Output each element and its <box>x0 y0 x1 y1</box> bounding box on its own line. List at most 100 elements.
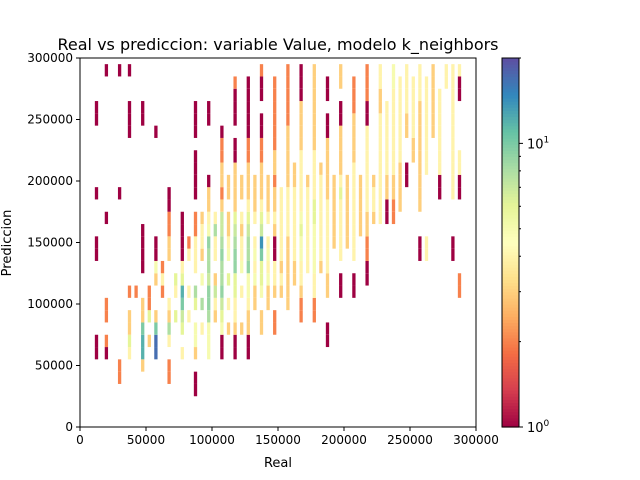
heatmap-cell <box>352 88 356 102</box>
heatmap-cell <box>94 101 99 114</box>
heatmap-cell <box>286 211 290 225</box>
heatmap-cell <box>438 187 442 200</box>
heatmap-cell <box>339 199 343 212</box>
heatmap-cell <box>286 150 290 163</box>
heatmap-cell <box>273 322 277 335</box>
heatmap-cell <box>352 199 356 212</box>
heatmap-cell <box>312 297 316 311</box>
colorbar-segment <box>502 294 519 299</box>
colorbar-segment <box>502 353 519 357</box>
heatmap-cell <box>220 297 224 311</box>
colorbar-segment <box>502 340 519 345</box>
heatmap-cell <box>438 137 442 151</box>
colorbar-segment <box>502 390 519 394</box>
heatmap-cell <box>457 150 462 163</box>
heatmap-cell <box>141 224 145 237</box>
heatmap-cell <box>141 322 145 335</box>
heatmap-cell <box>180 248 184 261</box>
y-tick-label: 300000 <box>27 51 73 65</box>
heatmap-cell <box>418 125 422 138</box>
heatmap-cell <box>286 199 290 212</box>
heatmap-cell <box>352 273 356 286</box>
colorbar-segment <box>502 119 519 124</box>
heatmap-cell <box>312 236 316 249</box>
heatmap-cell <box>94 187 99 200</box>
heatmap-cell <box>352 236 356 249</box>
heatmap-cell <box>378 137 382 151</box>
heatmap-cell <box>339 125 343 138</box>
heatmap-cell <box>319 199 323 212</box>
heatmap-cell <box>233 224 237 237</box>
heatmap-cell <box>220 285 224 298</box>
heatmap-cell <box>193 101 198 114</box>
heatmap-cell <box>147 310 151 323</box>
heatmap-cell <box>325 236 330 249</box>
heatmap-cell <box>226 297 231 311</box>
heatmap-cell <box>233 285 237 298</box>
colorbar-segment <box>502 230 519 234</box>
heatmap-cell <box>299 273 303 286</box>
heatmap-cells <box>94 64 462 397</box>
colorbar-segment <box>502 97 519 102</box>
heatmap-cell <box>312 101 316 114</box>
colorbar-segment <box>502 177 519 182</box>
heatmap-cell <box>141 334 145 348</box>
heatmap-cell <box>180 211 184 225</box>
heatmap-cell <box>286 260 290 274</box>
heatmap-cell <box>306 236 310 249</box>
heatmap-cell <box>286 76 290 89</box>
heatmap-cell <box>117 187 122 200</box>
heatmap-cell <box>391 137 396 151</box>
heatmap-cell <box>378 211 382 225</box>
heatmap-cell <box>220 236 224 249</box>
heatmap-cell <box>424 76 429 89</box>
colorbar-segment <box>502 423 519 428</box>
heatmap-cell <box>94 334 99 348</box>
heatmap-cell <box>213 285 217 298</box>
colorbar-segment <box>502 128 519 133</box>
heatmap-cell <box>273 113 277 126</box>
heatmap-cell <box>365 199 369 212</box>
heatmap-cell <box>339 248 343 261</box>
heatmap-cell <box>154 322 158 335</box>
heatmap-cell <box>213 211 217 225</box>
heatmap-cell <box>207 285 211 298</box>
heatmap-cell <box>246 322 250 335</box>
heatmap-cell <box>213 273 217 286</box>
heatmap-cell <box>94 236 99 249</box>
colorbar-segment <box>502 408 519 413</box>
heatmap-cell <box>266 285 270 298</box>
heatmap-cell <box>398 125 402 138</box>
heatmap-cell <box>240 236 244 249</box>
heatmap-cell <box>339 174 343 188</box>
heatmap-cell <box>220 273 224 286</box>
heatmap-cell <box>174 273 178 286</box>
heatmap-cell <box>325 273 330 286</box>
heatmap-cell <box>391 187 396 200</box>
heatmap-cell <box>299 64 303 77</box>
heatmap-cell <box>325 125 330 138</box>
heatmap-cell <box>451 236 455 249</box>
heatmap-cell <box>299 224 303 237</box>
heatmap-cell <box>365 174 369 188</box>
heatmap-cell <box>174 285 178 298</box>
heatmap-cell <box>193 383 198 397</box>
colorbar-segment <box>502 147 519 151</box>
colorbar-segment <box>502 337 519 342</box>
heatmap-cell <box>365 236 369 249</box>
heatmap-cell <box>233 297 237 311</box>
heatmap-cell <box>240 322 244 335</box>
heatmap-cell <box>405 174 409 188</box>
heatmap-cell <box>273 101 277 114</box>
heatmap-cell <box>385 101 389 114</box>
colorbar-segment <box>502 67 519 71</box>
heatmap-cell <box>299 174 303 188</box>
heatmap-cell <box>233 88 237 102</box>
heatmap-cell <box>200 297 204 311</box>
heatmap-cell <box>286 297 290 311</box>
heatmap-cell <box>451 88 455 102</box>
heatmap-cell <box>207 236 211 249</box>
heatmap-cell <box>339 162 343 175</box>
colorbar-segment <box>502 88 519 93</box>
heatmap-cell <box>312 162 316 175</box>
